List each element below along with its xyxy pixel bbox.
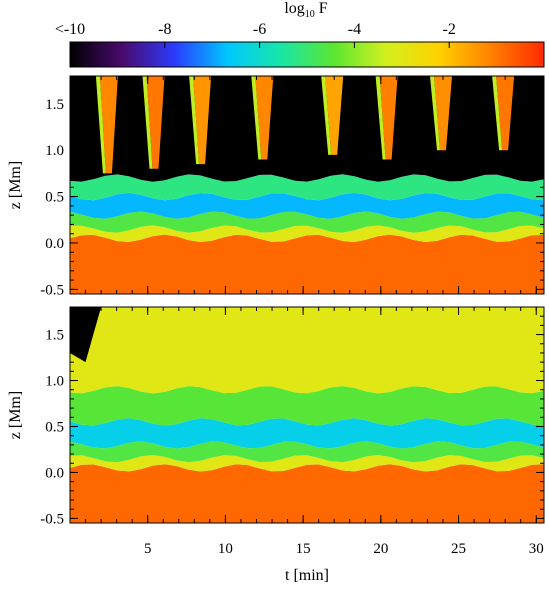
- heatmap-band: [70, 192, 544, 219]
- y-tick-label: 0.0: [45, 236, 64, 252]
- top-heatmap: [70, 76, 544, 294]
- y-tick-label: 1.0: [45, 374, 64, 390]
- heatmap-band: [70, 76, 544, 182]
- heatmap-band: [70, 234, 544, 294]
- y-tick-label: 1.0: [45, 143, 64, 159]
- heatmap-band: [70, 174, 544, 201]
- y-tick-label: 0.5: [45, 190, 64, 206]
- y-tick-label: 0.5: [45, 419, 64, 435]
- top-ylabel: z [Mm]: [7, 161, 24, 209]
- colorbar-title-sub: 10: [305, 9, 315, 20]
- bottom-panel-frame: [69, 306, 545, 524]
- colorbar-tick-label: <-10: [55, 21, 85, 38]
- y-tick-label: -0.5: [40, 511, 64, 527]
- heatmap-spike-edge: [189, 76, 200, 165]
- colorbar-bar: [69, 41, 545, 68]
- y-tick-label: 1.5: [45, 97, 64, 113]
- heatmap-band: [70, 418, 544, 449]
- x-tick-label: 20: [373, 541, 388, 557]
- heatmap-spike-edge: [492, 76, 503, 151]
- y-tick-label: 1.5: [45, 328, 64, 344]
- heatmap-spike-edge: [251, 76, 262, 160]
- top-panel-frame: [69, 75, 545, 295]
- x-tick-label: 5: [144, 541, 152, 557]
- heatmap-spike: [99, 76, 118, 174]
- colorbar-title-var: F: [315, 0, 328, 17]
- heatmap-spike-edge: [142, 76, 153, 169]
- heatmap-band: [70, 225, 544, 242]
- heatmap-spike: [434, 76, 452, 151]
- heatmap-band: [70, 307, 544, 394]
- y-tick-label: 0.0: [45, 465, 64, 481]
- heatmap-spike-edge: [321, 76, 332, 155]
- heatmap-band: [70, 386, 544, 426]
- bottom-axes: -0.5 0.0 0.5 1.0 1.5 5 10 15 20 25 30: [40, 307, 544, 557]
- colorbar-tick-label: -2: [443, 21, 456, 38]
- colorbar-tick-label: -8: [158, 21, 171, 38]
- heatmap-spike-edge: [375, 76, 386, 160]
- heatmap-spike: [193, 76, 212, 165]
- heatmap-band: [70, 464, 544, 523]
- top-axes: -0.5 0.0 0.5 1.0 1.5: [40, 76, 544, 298]
- x-tick-label: 10: [218, 541, 233, 557]
- x-tick-label: 25: [451, 541, 466, 557]
- bottom-heatmap: [70, 307, 544, 523]
- heatmap-spike-edge: [430, 76, 440, 151]
- bottom-xlabel: t [min]: [285, 567, 329, 584]
- colorbar-title-log: log: [284, 0, 304, 17]
- heatmap-dark-region: [70, 307, 102, 363]
- bottom-panel: -0.5 0.0 0.5 1.0 1.5 5 10 15 20 25 30 z [Mm] t [mi…: [7, 306, 545, 584]
- bottom-ylabel: z [Mm]: [7, 391, 24, 439]
- colorbar: log10 F <-10 -8 -6 -4 -2: [55, 0, 545, 68]
- heatmap-spike: [496, 76, 515, 151]
- colorbar-ticks: <-10 -8 -6 -4 -2: [55, 21, 456, 48]
- colorbar-title: log10 F: [284, 0, 327, 20]
- heatmap-spike-edge: [95, 76, 106, 174]
- heatmap-spike: [146, 76, 165, 169]
- heatmap-spike: [325, 76, 344, 155]
- y-tick-label: -0.5: [40, 282, 64, 298]
- x-tick-label: 15: [296, 541, 311, 557]
- heatmap-band: [70, 211, 544, 233]
- colorbar-tick-label: -6: [253, 21, 266, 38]
- top-panel: -0.5 0.0 0.5 1.0 1.5 z [Mm]: [7, 75, 545, 298]
- heatmap-spike: [255, 76, 274, 160]
- heatmap-band: [70, 455, 544, 472]
- x-tick-label: 30: [529, 541, 544, 557]
- colorbar-tick-label: -4: [348, 21, 361, 38]
- heatmap-band: [70, 441, 544, 463]
